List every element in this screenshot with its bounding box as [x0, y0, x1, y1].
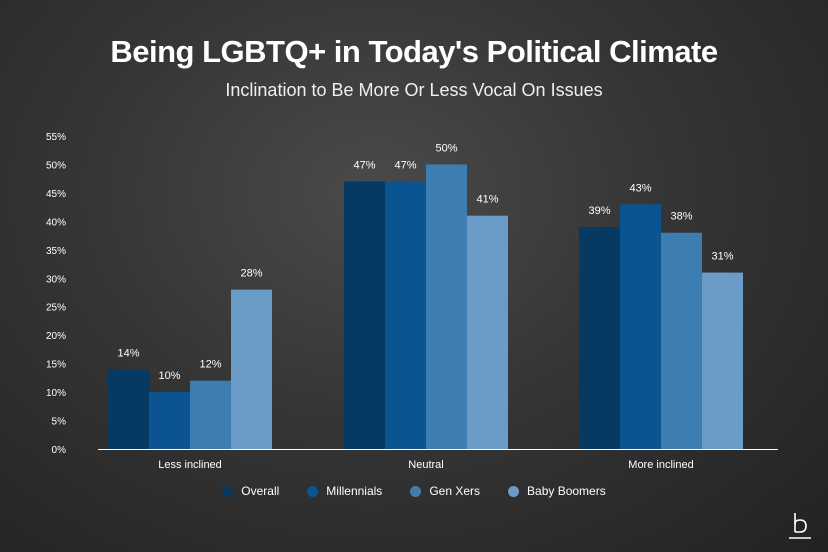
legend-item-overall: Overall	[222, 484, 279, 498]
bar-overall	[344, 181, 385, 449]
bar-gen-xers	[426, 164, 467, 450]
bar-baby-boomers	[467, 215, 508, 449]
data-label: 12%	[199, 359, 221, 371]
bar-gen-xers	[661, 232, 702, 449]
legend-swatch-baby-boomers	[508, 485, 520, 497]
legend-item-millennials: Millennials	[307, 484, 382, 498]
x-category-label: Neutral	[408, 459, 443, 471]
y-tick-label: 35%	[46, 246, 66, 257]
data-label: 14%	[117, 347, 139, 359]
bar-millennials	[149, 392, 190, 449]
bar-millennials	[620, 204, 661, 449]
y-tick-label: 25%	[46, 303, 66, 314]
data-label: 31%	[711, 251, 733, 263]
y-tick-label: 15%	[46, 360, 66, 371]
y-tick-label: 40%	[46, 217, 66, 228]
legend-swatch-millennials	[307, 485, 319, 497]
data-label: 28%	[240, 268, 262, 280]
legend-swatch-gen-xers	[410, 485, 422, 497]
y-tick-label: 50%	[46, 160, 66, 171]
bar-millennials	[385, 181, 426, 449]
bar-baby-boomers	[231, 289, 272, 449]
bar-baby-boomers	[702, 272, 743, 449]
bar-gen-xers	[190, 380, 231, 449]
legend: Overall Millennials Gen Xers Baby Boomer…	[0, 484, 828, 498]
legend-swatch-overall	[222, 485, 234, 497]
chart-title: Being LGBTQ+ in Today's Political Climat…	[110, 34, 718, 69]
bar-overall	[108, 369, 149, 449]
y-tick-label: 30%	[46, 274, 66, 285]
y-tick-label: 45%	[46, 189, 66, 200]
bar-overall	[579, 227, 620, 449]
legend-label-baby-boomers: Baby Boomers	[527, 484, 606, 498]
data-label: 39%	[588, 205, 610, 217]
y-tick-label: 55%	[46, 132, 66, 143]
legend-item-baby-boomers: Baby Boomers	[508, 484, 606, 498]
brand-logo-icon	[789, 513, 811, 539]
x-category-label: More inclined	[628, 459, 693, 471]
y-tick-label: 20%	[46, 331, 66, 342]
data-label: 47%	[394, 160, 416, 172]
data-label: 50%	[435, 142, 457, 154]
legend-label-overall: Overall	[241, 484, 280, 498]
y-tick-label: 0%	[52, 445, 67, 456]
data-label: 41%	[476, 194, 498, 206]
legend-label-millennials: Millennials	[326, 484, 383, 498]
data-label: 38%	[670, 211, 692, 223]
y-tick-label: 5%	[52, 417, 67, 428]
data-label: 47%	[353, 160, 375, 172]
data-label: 43%	[629, 182, 651, 194]
x-category-label: Less inclined	[158, 459, 222, 471]
chart-subtitle: Inclination to Be More Or Less Vocal On …	[225, 80, 603, 100]
data-label: 10%	[158, 370, 180, 382]
legend-label-gen-xers: Gen Xers	[429, 484, 481, 498]
legend-item-gen-xers: Gen Xers	[410, 484, 480, 498]
y-tick-label: 10%	[46, 388, 66, 399]
